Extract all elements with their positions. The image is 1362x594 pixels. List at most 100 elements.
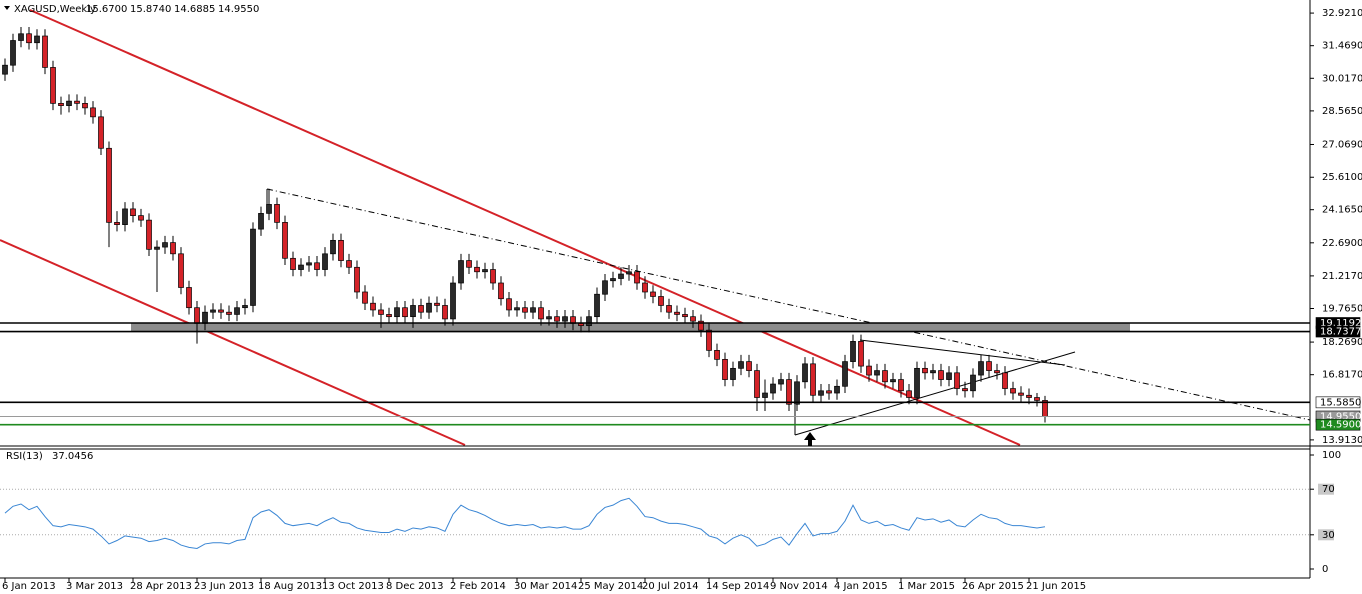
header-ohlc: 15.6700	[86, 4, 127, 15]
candle-body	[642, 282, 648, 293]
candle-body	[674, 311, 680, 315]
candle-body	[834, 385, 840, 394]
candle-body	[2, 64, 8, 75]
candle-body	[874, 370, 880, 376]
x-tick-label: 26 Apr 2015	[962, 581, 1024, 592]
x-tick-label: 18 Aug 2013	[258, 581, 322, 592]
x-tick-label: 9 Nov 2014	[770, 581, 828, 592]
candle-body	[82, 103, 88, 109]
header-ohlc: 14.9550	[218, 4, 259, 15]
candle-body	[290, 257, 296, 270]
rsi-title: RSI(13)	[6, 451, 43, 462]
y-tick-label: 22.6900	[1322, 238, 1362, 249]
candle-body	[194, 307, 200, 324]
candle-body	[530, 307, 536, 313]
x-tick-label: 13 Oct 2013	[322, 581, 384, 592]
channel-line	[0, 239, 466, 446]
candle-body	[122, 208, 128, 225]
candle-body	[66, 100, 72, 106]
candle-body	[346, 260, 352, 268]
candle-body	[978, 361, 984, 376]
price-tag	[1315, 396, 1361, 409]
candle-body	[602, 280, 608, 295]
candle-body	[938, 370, 944, 380]
candle-body	[26, 33, 32, 44]
y-tick-label: 27.0690	[1322, 139, 1362, 150]
candle-body	[226, 311, 232, 315]
candle-body	[554, 316, 560, 322]
candle-body	[682, 314, 688, 318]
candle-body	[514, 307, 520, 311]
candle-body	[858, 341, 864, 367]
arrow-up	[804, 432, 816, 446]
candle-body	[690, 316, 696, 322]
candle-body	[98, 116, 104, 149]
y-tick-label: 24.1650	[1322, 205, 1362, 216]
y-tick-label: 13.9130	[1322, 435, 1362, 446]
candle-body	[306, 262, 312, 266]
x-tick-label: 25 May 2014	[578, 581, 643, 592]
candle-body	[90, 107, 96, 118]
candle-body	[850, 341, 856, 362]
menu-arrow	[4, 6, 10, 10]
x-tick-label: 8 Dec 2013	[386, 581, 444, 592]
candle-body	[898, 379, 904, 392]
x-tick-label: 1 Mar 2015	[898, 581, 955, 592]
y-tick-label: 0	[1322, 564, 1328, 575]
candle-body	[42, 35, 48, 68]
candle-body	[522, 307, 528, 313]
y-tick-label: 31.4690	[1322, 41, 1362, 52]
rsi-line	[4, 497, 1046, 549]
candle-body	[162, 242, 168, 248]
candle-body	[146, 219, 152, 250]
candle-body	[498, 282, 504, 300]
candle-body	[842, 361, 848, 387]
candle-body	[354, 266, 360, 293]
candle-body	[58, 103, 64, 106]
x-tick-label: 14 Sep 2014	[706, 581, 769, 592]
candle-body	[234, 307, 240, 315]
candle-body	[482, 269, 488, 273]
candle-body	[474, 266, 480, 273]
candle-body	[50, 67, 56, 104]
candle-body	[210, 309, 216, 313]
candle-body	[1002, 372, 1008, 389]
candle-body	[130, 208, 136, 216]
candle-body	[74, 100, 80, 104]
rsi-value: 37.0456	[52, 451, 93, 462]
trend-drawings	[0, 9, 1311, 446]
candle-body	[34, 35, 40, 44]
candle-body	[914, 367, 920, 398]
candle-body	[442, 305, 448, 320]
candle-body	[762, 392, 768, 398]
candle-body	[322, 253, 328, 270]
candle-body	[626, 271, 632, 275]
candle-body	[1026, 394, 1032, 398]
candle-body	[378, 309, 384, 315]
candle-body	[1034, 397, 1040, 401]
candle-body	[826, 390, 832, 394]
x-tick-label: 30 Mar 2014	[514, 581, 577, 592]
candle-body	[418, 305, 424, 313]
candle-body	[778, 379, 784, 385]
candle-body	[802, 363, 808, 383]
candle-body	[402, 307, 408, 318]
x-tick-label: 20 Jul 2014	[642, 581, 699, 592]
candle-body	[946, 372, 952, 380]
candle-body	[954, 372, 960, 389]
candle-body	[562, 316, 568, 322]
candle-body	[314, 262, 320, 270]
candle-body	[138, 215, 144, 221]
candle-body	[250, 228, 256, 306]
candle-body	[986, 361, 992, 371]
y-tick-label: 30.0170	[1322, 73, 1362, 84]
y-tick-label: 19.7650	[1322, 303, 1362, 314]
candle-body	[1018, 392, 1024, 396]
header-ohlc: 15.8740	[130, 4, 171, 15]
y-tick-label: 28.5650	[1322, 106, 1362, 117]
candle-body	[410, 305, 416, 318]
candle-body	[546, 316, 552, 320]
candle-body	[714, 350, 720, 360]
candle-body	[466, 260, 472, 268]
candle-body	[754, 370, 760, 398]
